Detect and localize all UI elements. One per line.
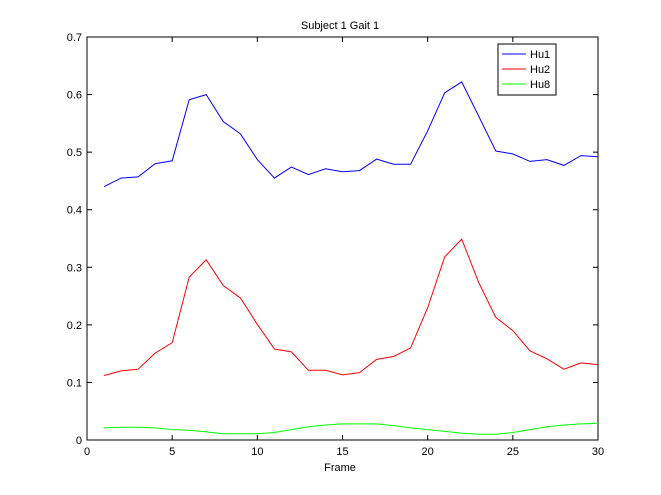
y-tick-label: 0.6	[67, 90, 82, 102]
x-tick-label: 0	[84, 446, 90, 458]
y-tick-label: 0.1	[67, 377, 82, 389]
legend-label-hu8: Hu8	[530, 79, 550, 91]
x-tick-label: 5	[169, 446, 175, 458]
chart-title: Subject 1 Gait 1	[301, 20, 379, 32]
y-tick-label: 0.5	[67, 147, 82, 159]
y-tick-label: 0.3	[67, 262, 82, 274]
y-tick-label: 0.2	[67, 320, 82, 332]
series-line-hu2	[103, 238, 599, 376]
y-tick-label: 0.7	[67, 32, 82, 44]
legend-label-hu1: Hu1	[530, 49, 550, 61]
series-line-hu1	[103, 81, 599, 188]
series-line-hu8	[103, 422, 599, 435]
x-tick-label: 10	[251, 446, 263, 458]
legend-label-hu2: Hu2	[530, 64, 550, 76]
x-tick-label: 30	[592, 446, 604, 458]
y-tick-label: 0.4	[67, 205, 82, 217]
x-tick-label: 25	[507, 446, 519, 458]
y-tick-label: 0	[76, 435, 82, 447]
x-tick-label: 20	[422, 446, 434, 458]
x-tick-label: 15	[336, 446, 348, 458]
plot-area: 0 5 10 15 20 25 30 0 0.1 0.2 0.3 0.4 0.5 0.6 0.7 Hu1 Hu2…	[67, 32, 604, 458]
x-axis-label: Frame	[324, 462, 356, 474]
